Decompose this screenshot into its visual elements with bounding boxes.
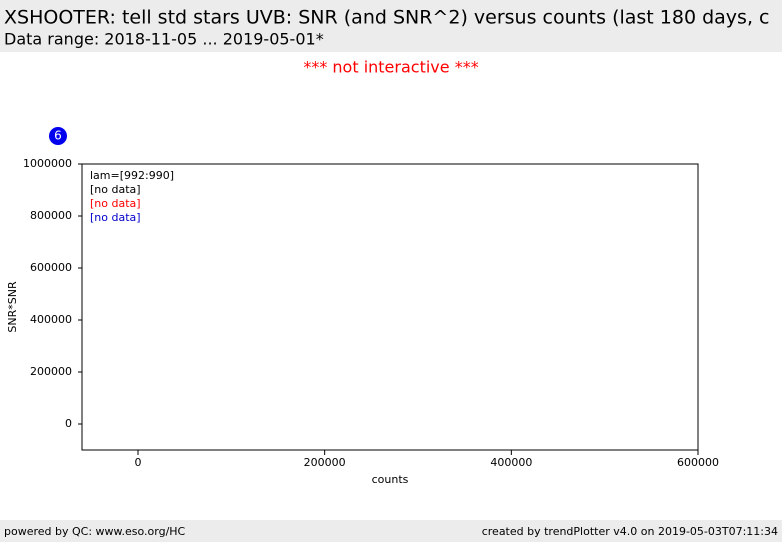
legend-entry: lam=[992:990] <box>90 169 174 182</box>
notice: *** not interactive *** <box>303 58 478 77</box>
y-tick-label: 600000 <box>30 261 72 274</box>
legend-entry: [no data] <box>90 197 141 210</box>
x-tick-label: 400000 <box>490 456 532 469</box>
plot-frame <box>81 163 699 451</box>
y-tick-label: 200000 <box>30 365 72 378</box>
footer-left: powered by QC: www.eso.org/HC <box>4 525 186 538</box>
header-band <box>0 0 782 52</box>
badge <box>49 127 67 145</box>
x-tick-label: 0 <box>135 456 142 469</box>
subtitle: Data range: 2018-11-05 ... 2019-05-01* <box>4 30 324 49</box>
x-axis-label: counts <box>372 473 409 486</box>
y-axis-label: SNR*SNR <box>6 281 19 333</box>
legend-entry: [no data] <box>90 183 141 196</box>
y-tick-label: 800000 <box>30 209 72 222</box>
badge-label: 6 <box>54 129 62 143</box>
y-tick-label: 400000 <box>30 313 72 326</box>
y-tick-label: 0 <box>65 417 72 430</box>
footer-band <box>0 520 782 542</box>
title: XSHOOTER: tell std stars UVB: SNR (and S… <box>4 7 769 29</box>
footer-right: created by trendPlotter v4.0 on 2019-05-… <box>482 525 778 538</box>
legend-entry: [no data] <box>90 211 141 224</box>
x-tick-label: 200000 <box>304 456 346 469</box>
x-tick-label: 600000 <box>677 456 719 469</box>
y-tick-label: 1000000 <box>23 157 72 170</box>
